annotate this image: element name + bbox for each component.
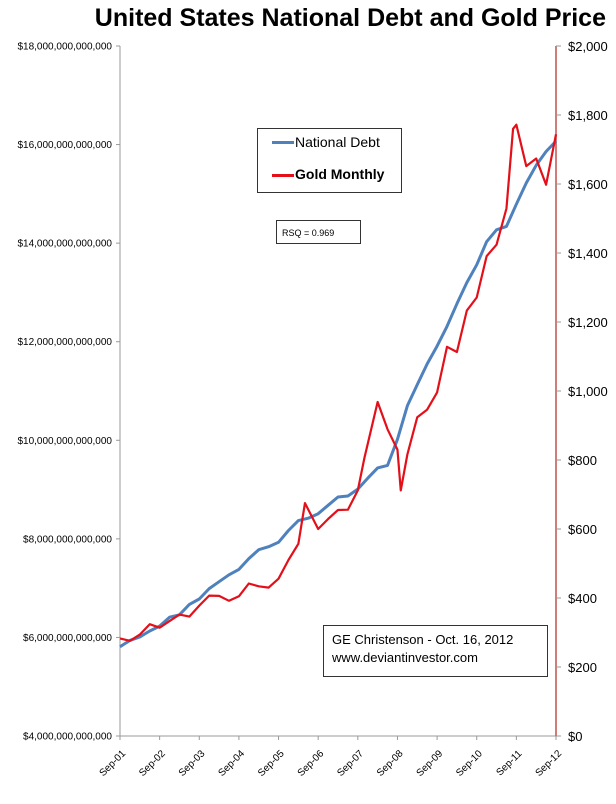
legend-swatch-debt (272, 141, 294, 144)
credit-box: GE Christenson - Oct. 16, 2012 www.devia… (323, 625, 548, 677)
chart-title: United States National Debt and Gold Pri… (94, 4, 606, 32)
x-tick-label: Sep-10 (454, 748, 485, 779)
left-tick-label: $4,000,000,000,000 (23, 732, 112, 743)
x-tick-label: Sep-06 (296, 748, 327, 779)
right-tick-label: $1,000 (568, 384, 608, 399)
x-tick-label: Sep-11 (494, 748, 524, 778)
x-tick-label: Sep-12 (534, 748, 565, 779)
legend-label-gold: Gold Monthly (295, 166, 385, 182)
left-tick-label: $8,000,000,000,000 (23, 534, 112, 545)
left-tick-label: $10,000,000,000,000 (17, 436, 112, 447)
x-tick-label: Sep-03 (177, 748, 208, 779)
legend-label-debt: National Debt (295, 134, 380, 150)
gold-monthly-line (119, 123, 558, 642)
x-tick-label: Sep-08 (375, 748, 406, 779)
right-tick-label: $1,600 (568, 177, 608, 192)
rsq-annotation: RSQ = 0.969 (276, 220, 361, 244)
legend: National Debt Gold Monthly (257, 128, 402, 193)
right-tick-label: $1,400 (568, 246, 608, 261)
left-tick-label: $16,000,000,000,000 (17, 140, 112, 151)
national-debt-line (119, 140, 558, 649)
left-tick-label: $6,000,000,000,000 (23, 633, 112, 644)
left-tick-label: $14,000,000,000,000 (17, 239, 112, 250)
right-tick-label: $1,800 (568, 108, 608, 123)
x-tick-label: Sep-07 (335, 748, 366, 779)
left-tick-label: $12,000,000,000,000 (17, 337, 112, 348)
right-tick-label: $200 (568, 660, 597, 675)
left-tick-label: $18,000,000,000,000 (17, 42, 112, 53)
credit-line-1: GE Christenson - Oct. 16, 2012 (332, 632, 514, 647)
x-tick-label: Sep-09 (415, 748, 446, 779)
legend-swatch-gold (272, 174, 294, 177)
credit-line-2: www.deviantinvestor.com (332, 650, 478, 665)
right-tick-label: $400 (568, 591, 597, 606)
right-tick-label: $0 (568, 729, 582, 744)
right-tick-label: $600 (568, 522, 597, 537)
right-tick-label: $800 (568, 453, 597, 468)
x-tick-label: Sep-04 (216, 748, 247, 779)
x-tick-label: Sep-05 (256, 748, 287, 779)
x-tick-label: Sep-01 (98, 748, 129, 779)
right-tick-label: $1,200 (568, 315, 608, 330)
right-tick-label: $2,000 (568, 39, 608, 54)
x-tick-label: Sep-02 (137, 748, 168, 779)
